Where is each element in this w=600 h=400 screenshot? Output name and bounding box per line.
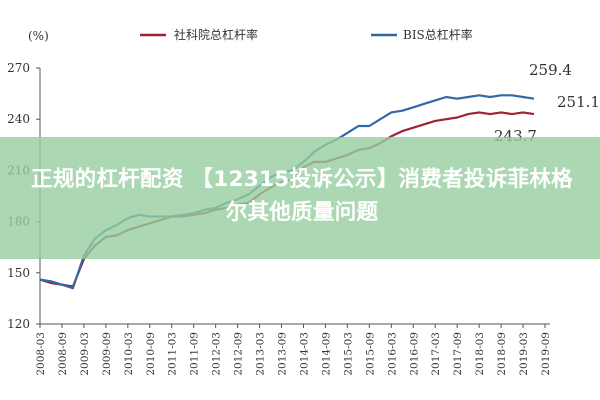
y-tick-label: 120 — [7, 317, 30, 331]
x-tick-label: 2016-03 — [386, 332, 398, 376]
series-0-end-label: 251.1 — [557, 93, 600, 111]
x-tick-label: 2013-03 — [255, 332, 267, 376]
x-tick-label: 2008-09 — [57, 332, 69, 376]
x-tick-label: 2011-03 — [167, 332, 179, 376]
x-tick-label: 2009-03 — [79, 332, 91, 376]
overlay-banner-text: 正规的杠杆配资 【12315投诉公示】消费者投诉菲林格尔其他质量问题 — [31, 167, 573, 225]
y-tick-label: 150 — [7, 266, 30, 280]
x-tick-label: 2014-03 — [298, 332, 310, 376]
x-tick-label: 2015-03 — [342, 332, 354, 376]
x-tick-label: 2008-03 — [35, 332, 47, 376]
x-tick-label: 2012-03 — [211, 332, 223, 376]
series-1-end-label: 259.4 — [529, 61, 572, 79]
x-tick-label: 2010-03 — [123, 332, 135, 376]
x-tick-label: 2017-09 — [452, 332, 464, 376]
x-tick-label: 2011-09 — [189, 332, 201, 376]
x-tick-label: 2015-09 — [364, 332, 376, 376]
x-tick-label: 2012-09 — [233, 332, 245, 376]
x-tick-label: 2017-03 — [430, 332, 442, 376]
x-tick-label: 2014-09 — [320, 332, 332, 376]
y-axis-unit-label: (%) — [28, 29, 49, 43]
x-tick-label: 2018-09 — [496, 332, 508, 376]
x-tick-label: 2019-03 — [518, 332, 530, 376]
x-tick-label: 2018-03 — [474, 332, 486, 376]
x-tick-label: 2009-09 — [101, 332, 113, 376]
overlay-banner: 正规的杠杆配资 【12315投诉公示】消费者投诉菲林格尔其他质量问题 — [0, 137, 600, 259]
x-axis-ticks: 2008-03 2008-09 2009-03 2009-09 2010-03 2010-… — [35, 324, 552, 376]
y-tick-label: 270 — [7, 61, 30, 75]
x-tick-label: 2010-09 — [145, 332, 157, 376]
x-tick-label: 2013-09 — [277, 332, 289, 376]
x-tick-label: 2016-09 — [408, 332, 420, 376]
legend-label-series-0: 社科院总杠杆率 — [174, 27, 258, 42]
y-tick-label: 240 — [7, 112, 30, 126]
legend: 社科院总杠杆率 BIS总杠杆率 — [140, 27, 473, 42]
legend-label-series-1: BIS总杠杆率 — [403, 27, 473, 42]
x-tick-label: 2019-09 — [540, 332, 552, 376]
